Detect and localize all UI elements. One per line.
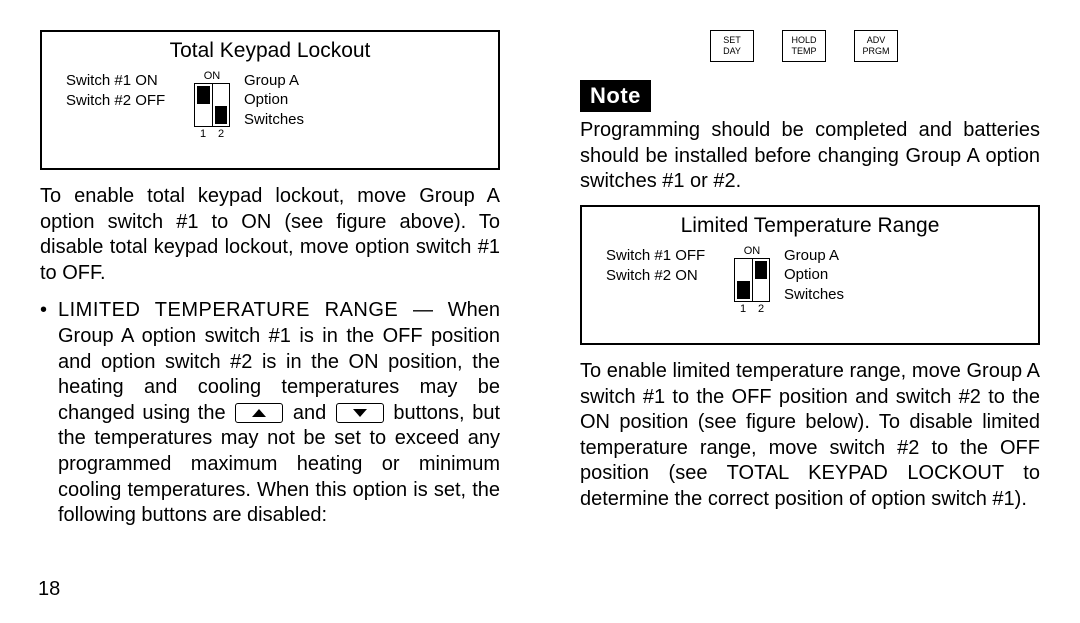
dip-numbers: 1 2 <box>734 304 770 315</box>
key-bottom: TEMP <box>791 46 816 57</box>
diagram-limited-temp-range: Limited Temperature Range Switch #1 OFF … <box>580 205 1040 345</box>
bullet-dot: • <box>40 298 47 324</box>
bullet-heading: LIMITED TEMPERATURE RANGE — <box>58 299 434 321</box>
dip-knob-2 <box>215 106 228 124</box>
group-label-line2: Option <box>244 90 304 110</box>
key-bottom: DAY <box>723 46 741 57</box>
group-label: Group A Option Switches <box>784 246 844 305</box>
dip-knob-1 <box>197 86 210 104</box>
up-arrow-icon <box>235 403 283 423</box>
key-top: ADV <box>867 35 886 46</box>
group-label-line1: Group A <box>244 71 304 91</box>
group-label-line3: Switches <box>244 110 304 130</box>
key-adv-prgm: ADV PRGM <box>854 30 898 62</box>
dipswitch-graphic: ON 1 2 <box>194 71 230 140</box>
bullet-text-2: and <box>293 402 334 424</box>
column-right: SET DAY HOLD TEMP ADV PRGM Note Programm… <box>580 30 1040 623</box>
switch2-state: Switch #2 OFF <box>66 91 194 111</box>
page: Total Keypad Lockout Switch #1 ON Switch… <box>0 0 1080 623</box>
column-left: Total Keypad Lockout Switch #1 ON Switch… <box>40 30 500 623</box>
diagram-title: Limited Temperature Range <box>582 213 1038 240</box>
note-paragraph: Programming should be completed and batt… <box>580 118 1040 195</box>
disabled-buttons-row: SET DAY HOLD TEMP ADV PRGM <box>580 30 1040 62</box>
diagram-title: Total Keypad Lockout <box>42 38 498 65</box>
dip-on-label: ON <box>744 246 761 257</box>
dip-slot-1 <box>735 259 753 301</box>
dip-num-2: 2 <box>218 129 224 140</box>
key-bottom: PRGM <box>863 46 890 57</box>
switch1-state: Switch #1 ON <box>66 71 194 91</box>
page-number: 18 <box>38 577 60 603</box>
diagram-body: Switch #1 OFF Switch #2 ON ON 1 2 Group <box>582 240 1038 315</box>
key-set-day: SET DAY <box>710 30 754 62</box>
dip-on-label: ON <box>204 71 221 82</box>
down-arrow-icon <box>336 403 384 423</box>
dip-numbers: 1 2 <box>194 129 230 140</box>
group-label: Group A Option Switches <box>244 71 304 130</box>
dip-num-1: 1 <box>740 304 746 315</box>
dip-num-1: 1 <box>200 129 206 140</box>
switch-state-text: Switch #1 OFF Switch #2 ON <box>606 246 734 287</box>
key-hold-temp: HOLD TEMP <box>782 30 826 62</box>
para-enable-total-lockout: To enable total keypad lockout, move Gro… <box>40 184 500 286</box>
group-label-line3: Switches <box>784 285 844 305</box>
bullet-limited-temp-range: • LIMITED TEMPERATURE RANGE — When Group… <box>40 298 500 528</box>
dip-body <box>734 258 770 302</box>
key-top: SET <box>723 35 741 46</box>
diagram-total-keypad-lockout: Total Keypad Lockout Switch #1 ON Switch… <box>40 30 500 170</box>
dip-knob-1 <box>737 281 750 299</box>
dip-knob-2 <box>755 261 768 279</box>
diagram-body: Switch #1 ON Switch #2 OFF ON 1 2 Group <box>42 65 498 140</box>
dip-slot-2 <box>753 259 770 301</box>
key-top: HOLD <box>791 35 816 46</box>
dip-slot-2 <box>213 84 230 126</box>
dipswitch-graphic: ON 1 2 <box>734 246 770 315</box>
group-label-line2: Option <box>784 265 844 285</box>
note-heading: Note <box>580 80 1040 112</box>
dip-slot-1 <box>195 84 213 126</box>
group-label-line1: Group A <box>784 246 844 266</box>
dip-num-2: 2 <box>758 304 764 315</box>
switch2-state: Switch #2 ON <box>606 266 734 286</box>
note-label: Note <box>580 80 651 112</box>
switch-state-text: Switch #1 ON Switch #2 OFF <box>66 71 194 112</box>
switch1-state: Switch #1 OFF <box>606 246 734 266</box>
para-enable-limited-range: To enable limited temperature range, mov… <box>580 359 1040 513</box>
dip-body <box>194 83 230 127</box>
